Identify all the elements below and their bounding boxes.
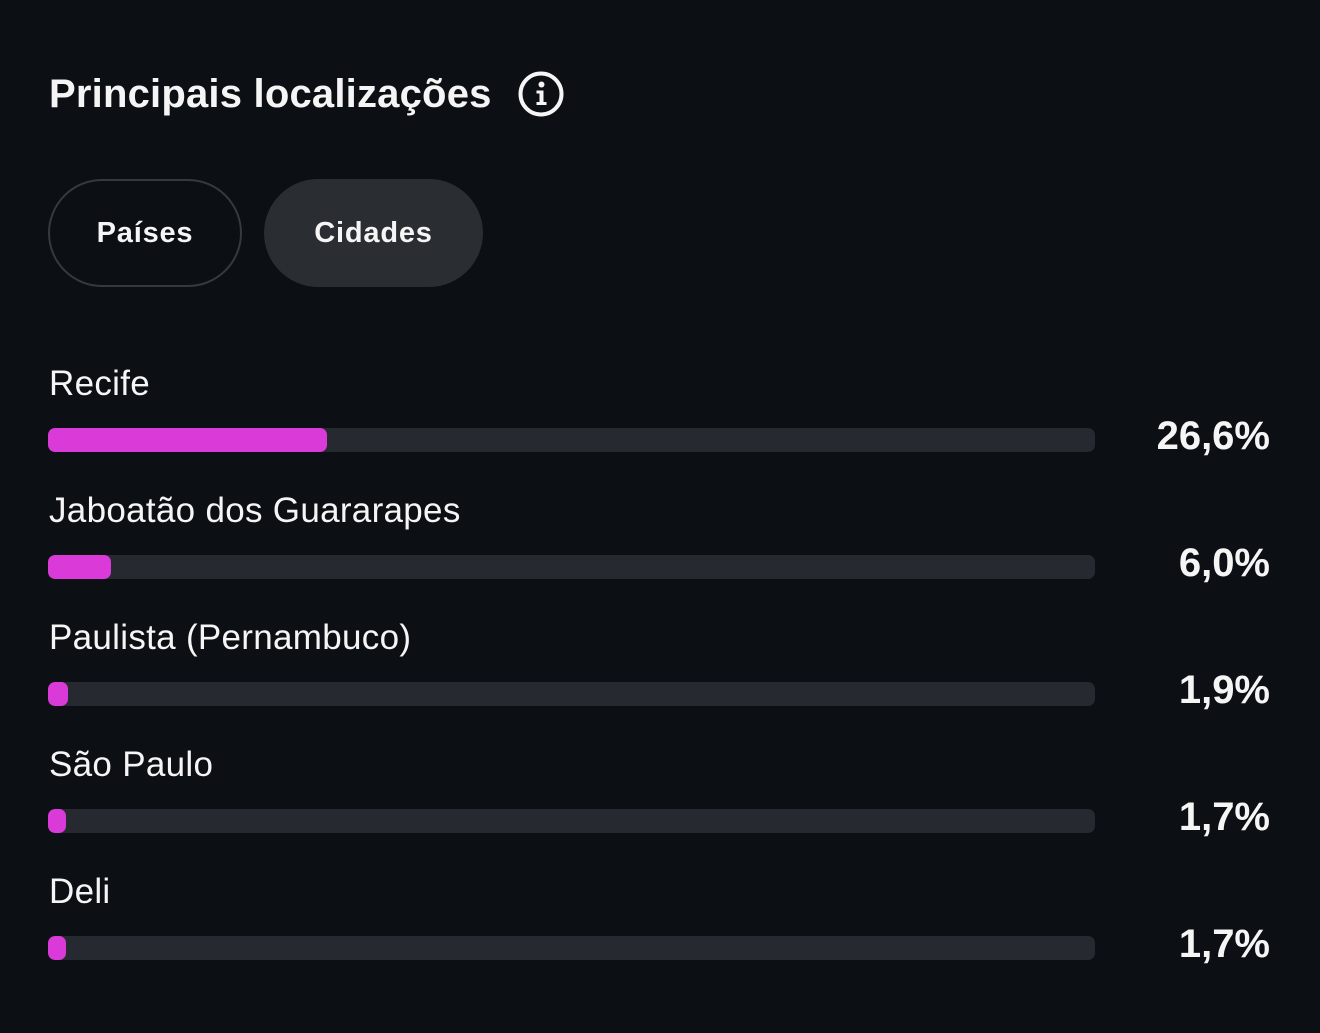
location-name: Deli [49,872,111,911]
location-name: Paulista (Pernambuco) [49,618,412,657]
tab-cidades-label: Cidades [314,216,433,249]
location-name: Jaboatão dos Guararapes [49,491,461,530]
location-bar-fill [48,809,66,833]
location-name: Recife [49,364,151,403]
location-bar-track [48,936,1095,960]
section-header: Principais localizações [49,68,564,120]
location-type-tabs: Países Cidades [48,179,483,287]
location-row: Jaboatão dos Guararapes 6,0% [48,487,1270,607]
tab-paises-label: Países [96,216,194,249]
tab-paises[interactable]: Países [48,179,242,287]
section-title: Principais localizações [49,71,492,116]
location-percent: 1,7% [1178,795,1270,839]
location-bar-track [48,682,1095,706]
location-percent: 6,0% [1178,541,1270,585]
info-icon[interactable] [518,71,564,117]
location-bar-fill [48,936,66,960]
location-percent: 26,6% [1156,414,1270,458]
tab-cidades[interactable]: Cidades [264,179,483,287]
location-row: São Paulo 1,7% [48,741,1270,861]
location-percent: 1,9% [1178,668,1270,712]
location-bar-track [48,555,1095,579]
location-bar-track [48,809,1095,833]
location-row: Paulista (Pernambuco) 1,9% [48,614,1270,734]
location-bar-fill [48,428,327,452]
location-name: São Paulo [49,745,214,784]
location-row: Recife 26,6% [48,360,1270,480]
location-bar-fill [48,682,68,706]
location-row: Deli 1,7% [48,868,1270,988]
location-bar-track [48,428,1095,452]
location-bar-fill [48,555,111,579]
location-percent: 1,7% [1178,922,1270,966]
